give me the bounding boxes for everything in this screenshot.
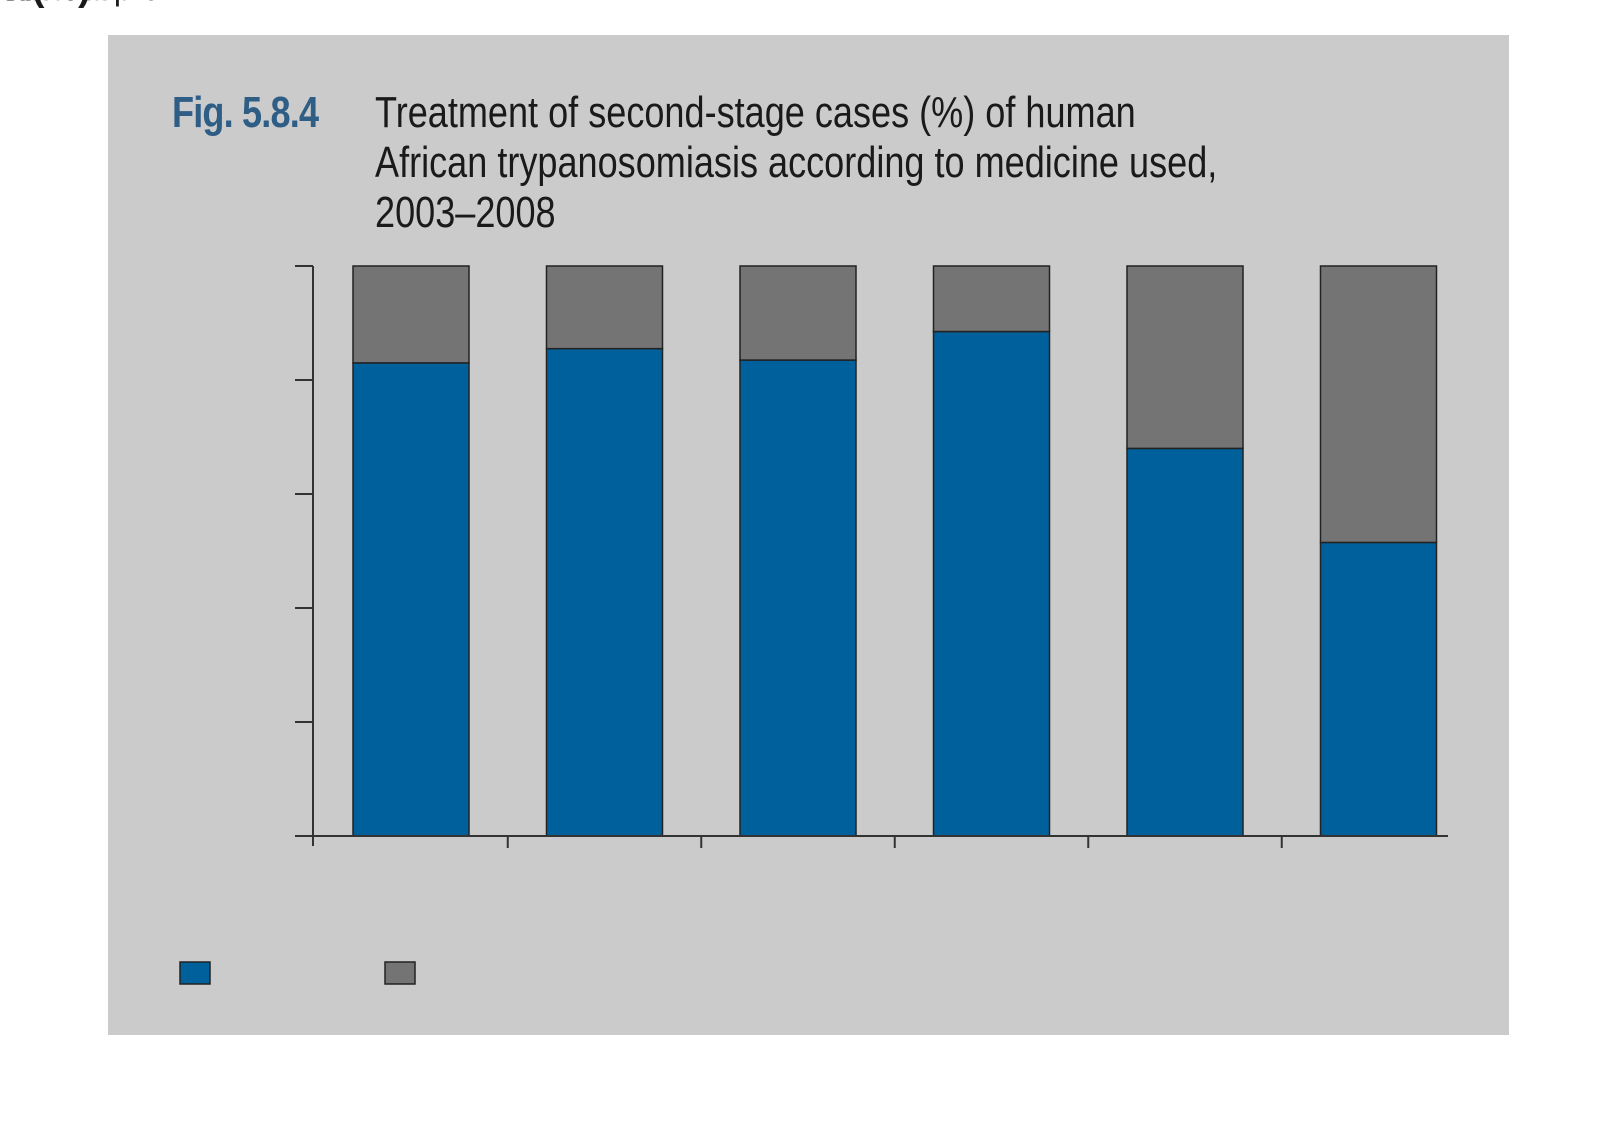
bar-eflornithine-2004 (545, 265, 664, 350)
x-axis-title: Year (0, 0, 40, 9)
y-axis-title: Cases (%) (0, 0, 91, 9)
x-tick-label-2003: 2003 (0, 0, 38, 8)
figure-title-line-3: 2003–2008 (375, 188, 556, 237)
bars-group (352, 265, 1438, 837)
bar-eflornithine-2007 (1126, 265, 1244, 450)
figure-title: Treatment of second-stage cases (%) of h… (375, 88, 1277, 238)
x-tick-label-2004: 2004 (0, 0, 38, 8)
bar-melarsoprol-2003 (352, 362, 470, 837)
bar-melarsoprol-2004 (545, 347, 664, 837)
bar-melarsoprol-2005 (739, 359, 857, 837)
bar-eflornithine-2003 (352, 265, 470, 364)
axes-group (295, 265, 1448, 848)
legend-swatch-melarsoprol (179, 961, 211, 985)
legend-label-eflornithine: Eflornithine (0, 0, 160, 7)
legend-swatch-eflornithine (384, 961, 416, 985)
bar-melarsoprol-2007 (1126, 447, 1244, 837)
legend-group: MelarsoprolEflornithine (0, 0, 416, 985)
bar-eflornithine-2006 (932, 265, 1051, 333)
bar-melarsoprol-2006 (932, 330, 1051, 837)
labels-group: 020406080100200320042005200620072008Year… (0, 0, 91, 9)
bar-eflornithine-2005 (739, 265, 857, 361)
figure-title-line-1: Treatment of second-stage cases (%) of h… (375, 88, 1136, 137)
x-tick-label-2005: 2005 (0, 0, 38, 8)
x-tick-label-2007: 2007 (0, 0, 38, 8)
figure-number: Fig. 5.8.4 (172, 88, 319, 137)
legend-label-melarsoprol: Melarsoprol (0, 0, 167, 7)
figure-title-line-2: African trypanosomiasis according to med… (375, 138, 1218, 187)
x-tick-label-2008: 2008 (0, 0, 38, 8)
bar-eflornithine-2008 (1319, 265, 1438, 544)
x-tick-label-2006: 2006 (0, 0, 38, 8)
bar-melarsoprol-2008 (1319, 541, 1438, 837)
